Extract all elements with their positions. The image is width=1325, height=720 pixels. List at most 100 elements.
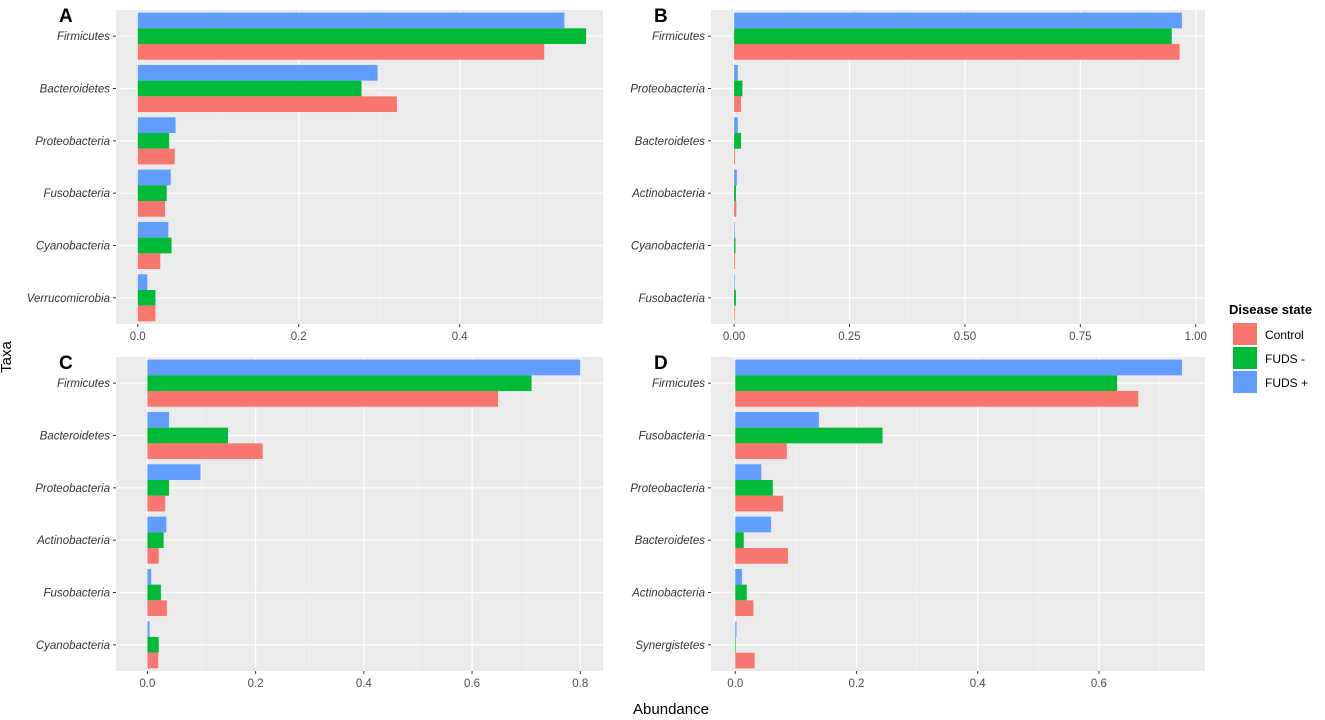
- y-tick-label: Actinobacteria: [631, 188, 705, 200]
- panel-b-background: [711, 10, 1205, 324]
- x-tick-label: 0.4: [970, 678, 987, 690]
- x-tick-label: 0.2: [291, 331, 307, 343]
- bar-a-verrucomicrobia-fuds-plus: [137, 274, 148, 290]
- bar-d-proteobacteria-control: [735, 495, 784, 512]
- panel-letter: D: [654, 353, 668, 374]
- y-tick-label: Bacteroidetes: [635, 535, 706, 547]
- bar-b-cyanobacteria-fuds-plus: [734, 221, 735, 238]
- panel-letter: A: [59, 6, 73, 27]
- bar-b-firmicutes-fuds-minus: [734, 28, 1172, 45]
- legend-label-fuds-plus: FUDS +: [1265, 376, 1308, 390]
- bar-b-firmicutes-control: [734, 44, 1180, 60]
- y-tick-label: Synergistetes: [635, 640, 705, 652]
- bar-b-proteobacteria-fuds-plus: [734, 64, 738, 81]
- bar-b-actinobacteria-control: [734, 201, 737, 217]
- panel-d: Firmicutes Fusobacteria Proteobacteria Bact…: [630, 353, 1205, 690]
- bar-b-fusobacteria-fuds-minus: [734, 289, 736, 306]
- x-tick-label: 0.00: [723, 331, 745, 343]
- y-tick-label: Firmicutes: [57, 31, 110, 43]
- y-tick-label: Firmicutes: [652, 378, 705, 390]
- bar-d-firmicutes-fuds-plus: [735, 359, 1182, 376]
- y-tick-label: Proteobacteria: [630, 483, 705, 495]
- bar-c-fusobacteria-control: [147, 600, 167, 617]
- y-tick-label: Bacteroidetes: [635, 136, 706, 148]
- bar-c-actinobacteria-fuds-plus: [147, 516, 167, 533]
- bar-a-cyanobacteria-control: [137, 253, 161, 270]
- y-tick-label: Fusobacteria: [44, 588, 110, 600]
- bar-d-synergistetes-fuds-minus: [735, 636, 736, 653]
- y-tick-label: Proteobacteria: [630, 84, 705, 96]
- bar-b-firmicutes-fuds-plus: [734, 12, 1182, 29]
- panel-a: Firmicutes Bacteroidetes Proteobacteria Fus…: [27, 6, 603, 343]
- y-tick-label: Bacteroidetes: [40, 431, 111, 443]
- bar-a-proteobacteria-fuds-minus: [137, 132, 170, 149]
- x-tick-label: 0.25: [838, 331, 860, 343]
- bar-a-proteobacteria-fuds-plus: [137, 117, 176, 133]
- x-tick-label: 0.6: [464, 678, 480, 690]
- bar-d-bacteroidetes-fuds-plus: [735, 516, 772, 533]
- bar-b-bacteroidetes-fuds-minus: [734, 132, 742, 149]
- bar-c-actinobacteria-fuds-minus: [147, 532, 164, 549]
- bar-d-actinobacteria-control: [735, 600, 754, 617]
- bar-c-actinobacteria-control: [147, 548, 159, 564]
- bar-d-firmicutes-control: [735, 391, 1139, 407]
- x-tick-label: 0.2: [248, 678, 264, 690]
- bar-b-cyanobacteria-control: [734, 253, 736, 270]
- y-tick-label: Proteobacteria: [35, 136, 110, 148]
- y-tick-label: Proteobacteria: [35, 483, 110, 495]
- y-axis-title: Taxa: [0, 341, 15, 373]
- y-tick-label: Verrucomicrobia: [27, 293, 110, 305]
- y-tick-label: Firmicutes: [652, 31, 705, 43]
- bar-c-bacteroidetes-fuds-minus: [147, 427, 229, 444]
- bar-a-bacteroidetes-fuds-plus: [137, 64, 378, 81]
- x-tick-label: 0.6: [1091, 678, 1107, 690]
- x-tick-label: 0.2: [848, 678, 864, 690]
- bar-d-firmicutes-fuds-minus: [735, 375, 1118, 392]
- panel-d-background: [711, 357, 1205, 671]
- y-tick-label: Actinobacteria: [36, 535, 110, 547]
- legend-key-control: [1233, 323, 1257, 345]
- bar-b-proteobacteria-fuds-minus: [734, 80, 743, 97]
- x-tick-label: 0.75: [1069, 331, 1091, 343]
- y-tick-label: Actinobacteria: [631, 588, 705, 600]
- bar-a-bacteroidetes-control: [137, 96, 397, 113]
- bar-b-actinobacteria-fuds-plus: [734, 169, 737, 186]
- bar-b-bacteroidetes-fuds-plus: [734, 117, 738, 133]
- x-tick-label: 0.4: [452, 331, 469, 343]
- bar-a-proteobacteria-control: [137, 148, 175, 165]
- bar-d-bacteroidetes-fuds-minus: [735, 532, 744, 549]
- bar-c-firmicutes-control: [147, 391, 499, 407]
- bar-a-verrucomicrobia-fuds-minus: [137, 289, 156, 306]
- legend-key-fuds-plus: [1233, 371, 1257, 393]
- bar-c-bacteroidetes-fuds-plus: [147, 411, 170, 428]
- bar-d-actinobacteria-fuds-plus: [735, 568, 742, 585]
- bar-b-actinobacteria-fuds-minus: [734, 185, 736, 202]
- bar-a-bacteroidetes-fuds-minus: [137, 80, 362, 97]
- bar-b-bacteroidetes-control: [734, 148, 736, 165]
- x-tick-label: 0.0: [130, 331, 146, 343]
- x-tick-label: 0.0: [727, 678, 743, 690]
- bar-a-cyanobacteria-fuds-plus: [137, 221, 169, 238]
- bar-a-firmicutes-fuds-minus: [137, 28, 587, 45]
- panel-c: Firmicutes Bacteroidetes Proteobacteria Act…: [35, 353, 603, 690]
- bar-d-bacteroidetes-control: [735, 548, 788, 564]
- panel-c-background: [116, 357, 603, 671]
- bar-b-fusobacteria-fuds-plus: [734, 274, 735, 290]
- x-axis-title: Abundance: [633, 701, 709, 718]
- y-tick-label: Cyanobacteria: [36, 241, 110, 253]
- bar-c-firmicutes-fuds-plus: [147, 359, 581, 376]
- legend-title: Disease state: [1229, 302, 1312, 317]
- bar-a-firmicutes-fuds-plus: [137, 12, 565, 29]
- legend-label-control: Control: [1265, 328, 1304, 342]
- y-tick-label: Fusobacteria: [639, 431, 705, 443]
- bar-a-cyanobacteria-fuds-minus: [137, 237, 172, 254]
- legend-key-fuds-minus: [1233, 347, 1257, 369]
- panel-letter: B: [654, 6, 668, 27]
- legend-label-fuds-minus: FUDS -: [1265, 352, 1305, 366]
- bar-c-cyanobacteria-fuds-plus: [147, 621, 150, 637]
- bar-c-fusobacteria-fuds-plus: [147, 568, 152, 585]
- y-tick-label: Fusobacteria: [639, 293, 705, 305]
- bar-b-proteobacteria-control: [734, 96, 742, 113]
- x-tick-label: 0.50: [954, 331, 976, 343]
